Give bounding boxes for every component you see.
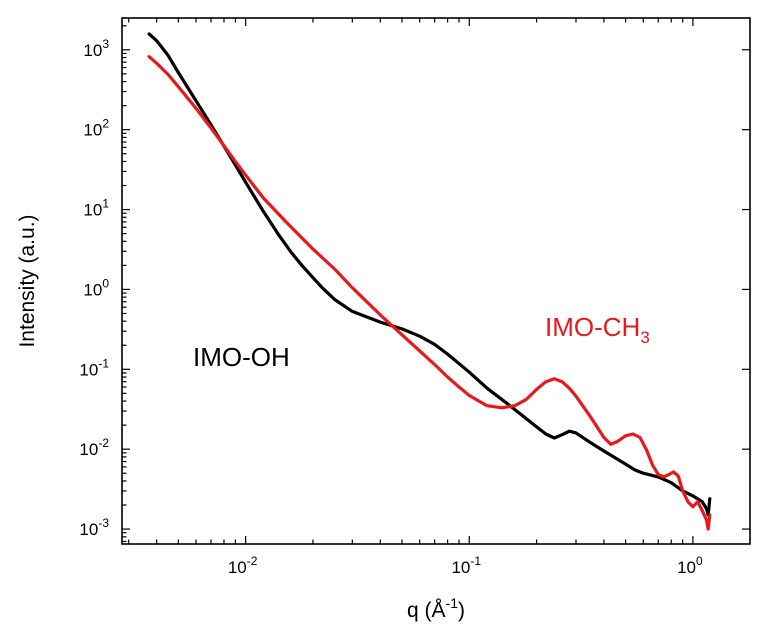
y-tick-label-base: 10 (83, 280, 102, 299)
annotation-imo-oh-text: IMO-OH (193, 342, 290, 372)
x-tick-label: 10-1 (451, 554, 481, 577)
x-axis-title-end: ) (458, 599, 465, 622)
annotation-imo-ch3-text: IMO-CH (545, 312, 640, 342)
y-tick-label: 10-3 (79, 516, 109, 539)
annotation-imo-ch3-sub: 3 (640, 328, 649, 347)
y-tick-label-exp: -1 (98, 356, 109, 370)
y-tick-label-base: 10 (79, 440, 98, 459)
plot-frame (122, 18, 750, 544)
x-axis-title-sup: -1 (446, 595, 459, 611)
x-tick-label: 10-2 (228, 554, 258, 577)
y-tick-label: 102 (83, 117, 109, 140)
y-tick-label-base: 10 (83, 201, 102, 220)
x-tick-label-base: 10 (451, 558, 470, 577)
y-tick-label-exp: 0 (102, 276, 109, 290)
x-axis-title-main: q (Å (407, 599, 446, 622)
series-line-imo-oh (149, 34, 710, 515)
y-tick-label-base: 10 (83, 41, 102, 60)
y-tick-label: 10-1 (79, 356, 109, 379)
annotation-imo-ch3: IMO-CH3 (545, 312, 650, 347)
y-tick-label-exp: 2 (102, 117, 109, 131)
y-tick-label-exp: 1 (102, 197, 109, 211)
x-tick-label-exp: -2 (247, 554, 258, 568)
y-tick-label-exp: -3 (98, 516, 109, 530)
y-tick-label: 100 (83, 276, 109, 299)
y-tick-label-exp: -2 (98, 436, 109, 450)
y-tick-label: 10-2 (79, 436, 109, 459)
series-layer (149, 34, 710, 529)
x-tick-label-exp: 0 (696, 554, 703, 568)
y-tick-label-exp: 3 (102, 37, 109, 51)
y-tick-label: 103 (83, 37, 109, 60)
y-tick-label: 101 (83, 197, 109, 220)
series-line-imo-ch3 (149, 57, 710, 529)
x-tick-label: 100 (677, 554, 703, 577)
annotation-imo-oh: IMO-OH (193, 342, 290, 372)
y-axis-title: Intensity (a.u.) (16, 214, 39, 347)
y-tick-label-base: 10 (83, 121, 102, 140)
x-tick-label-base: 10 (677, 558, 696, 577)
x-tick-label-exp: -1 (470, 554, 481, 568)
x-axis-title: q (Å-1) (407, 595, 465, 622)
y-tick-label-base: 10 (79, 360, 98, 379)
x-tick-label-base: 10 (228, 558, 247, 577)
axis-ticks (122, 18, 750, 544)
y-tick-label-base: 10 (79, 520, 98, 539)
